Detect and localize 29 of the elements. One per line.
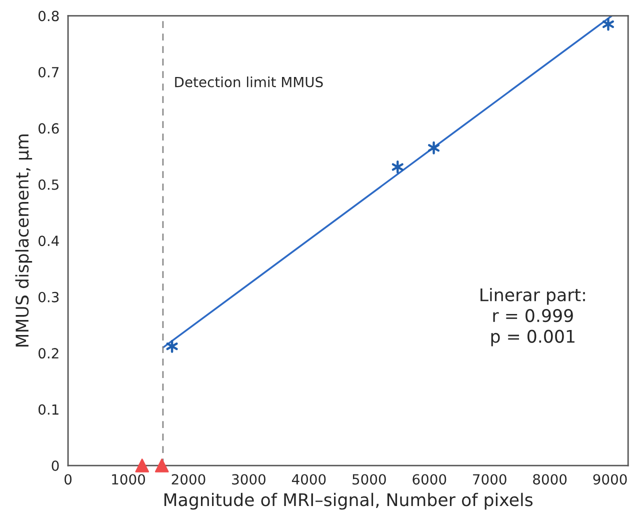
x-tick-label: 0 xyxy=(64,474,72,485)
y-tick-label: 0.4 xyxy=(38,236,59,246)
y-tick-label: 0.6 xyxy=(38,123,59,134)
ref-line-label: Detection limit MMUS xyxy=(175,76,323,88)
point xyxy=(135,458,150,472)
x-tick-label: 1000 xyxy=(112,474,146,485)
point xyxy=(166,340,178,353)
y-axis-title: MMUS displacement, µm xyxy=(15,134,32,347)
x-tick-label: 3000 xyxy=(232,474,266,485)
annotation: Linerar part: r = 0.999 p = 0.001 xyxy=(480,288,585,346)
y-tick-label: 0.5 xyxy=(38,179,58,190)
x-tick-label: 7000 xyxy=(473,474,506,485)
x-tick-label: 8000 xyxy=(533,474,567,485)
x-tick-label: 2000 xyxy=(172,474,206,485)
point xyxy=(392,160,404,174)
y-tick-label: 0.2 xyxy=(38,348,58,359)
point xyxy=(602,18,614,31)
point xyxy=(154,458,169,472)
x-axis-title: Magnitude of MRI–signal, Number of pixels xyxy=(164,492,533,510)
y-tick-label: 0.7 xyxy=(38,66,59,78)
y-tick-label: 0.8 xyxy=(38,10,59,22)
x-tick-label: 5000 xyxy=(352,474,386,485)
y-tick-label: 0.1 xyxy=(38,404,58,415)
x-tick-label: 9000 xyxy=(593,474,627,485)
point xyxy=(428,141,440,154)
y-tick-label: 0.3 xyxy=(38,292,59,302)
y-tick-label: 0 xyxy=(52,460,59,471)
x-tick-label: 6000 xyxy=(412,474,446,485)
x-tick-label: 4000 xyxy=(292,474,326,485)
